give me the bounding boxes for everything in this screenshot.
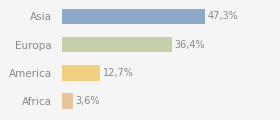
Text: 3,6%: 3,6%	[75, 96, 99, 106]
Bar	[62, 65, 100, 81]
Text: 12,7%: 12,7%	[103, 68, 134, 78]
Bar	[62, 37, 172, 52]
Text: 36,4%: 36,4%	[175, 40, 205, 50]
Bar	[62, 93, 73, 109]
Bar	[62, 9, 206, 24]
Text: 47,3%: 47,3%	[208, 11, 239, 21]
